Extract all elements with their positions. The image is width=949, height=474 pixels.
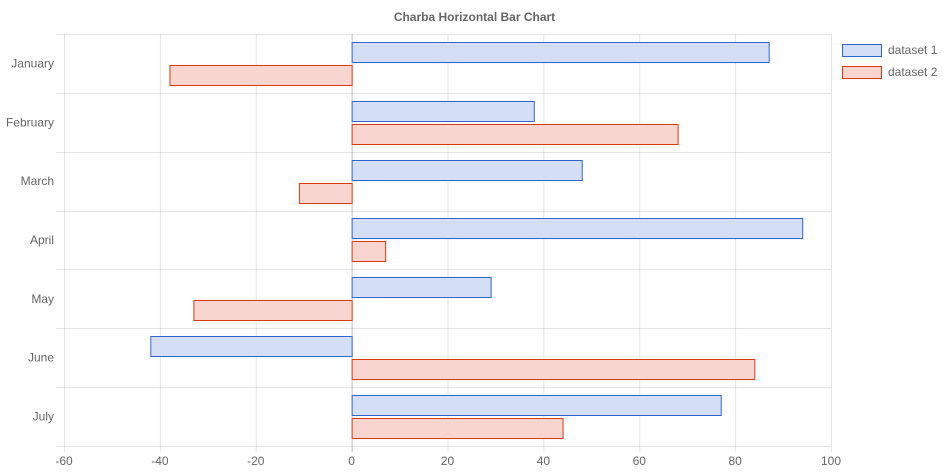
bar-dataset-1-march xyxy=(351,160,583,181)
x-tick-label: 40 xyxy=(537,454,551,468)
x-tick-label: 60 xyxy=(633,454,647,468)
bar-dataset-1-february xyxy=(351,101,535,122)
x-axis-labels: -60 -40 -20 0 20 40 60 80 100 xyxy=(55,454,841,468)
bar-dataset-1-january xyxy=(351,42,770,63)
bar-dataset-2-april xyxy=(351,241,387,262)
y-tick-label: February xyxy=(6,115,54,129)
bar-dataset-2-february xyxy=(351,124,679,145)
bars xyxy=(150,42,804,439)
bar-dataset-1-july xyxy=(351,395,722,416)
y-tick-label: May xyxy=(31,292,54,306)
bar-dataset-2-march xyxy=(298,183,353,204)
y-axis-labels: January February March April May June July xyxy=(6,56,54,423)
bar-dataset-2-january xyxy=(169,65,353,86)
bar-dataset-2-may xyxy=(193,300,353,321)
y-tick-label: January xyxy=(11,56,54,70)
x-tick-label: 80 xyxy=(728,454,742,468)
x-tick-label: 20 xyxy=(441,454,455,468)
chart-title: Charba Horizontal Bar Chart xyxy=(394,10,555,24)
legend-swatch xyxy=(842,66,882,79)
y-tick-label: June xyxy=(28,351,54,365)
legend-label: dataset 1 xyxy=(888,43,938,57)
legend-swatch xyxy=(842,44,882,57)
x-tick-label: -60 xyxy=(55,454,73,468)
y-tick-label: April xyxy=(30,233,54,247)
x-tick-label: -40 xyxy=(151,454,169,468)
bar-dataset-2-july xyxy=(351,418,564,439)
x-tick-label: 100 xyxy=(821,454,841,468)
legend: dataset 1 dataset 2 xyxy=(842,43,938,79)
y-tick-label: March xyxy=(21,174,54,188)
bar-dataset-1-april xyxy=(351,218,804,239)
y-tick-label: July xyxy=(33,410,54,424)
bar-dataset-1-may xyxy=(351,277,492,298)
x-tick-label: 0 xyxy=(348,454,355,468)
bar-dataset-1-june xyxy=(150,336,353,357)
x-tick-label: -20 xyxy=(247,454,265,468)
bar-dataset-2-june xyxy=(351,359,756,380)
legend-label: dataset 2 xyxy=(888,65,938,79)
grid xyxy=(56,34,832,452)
